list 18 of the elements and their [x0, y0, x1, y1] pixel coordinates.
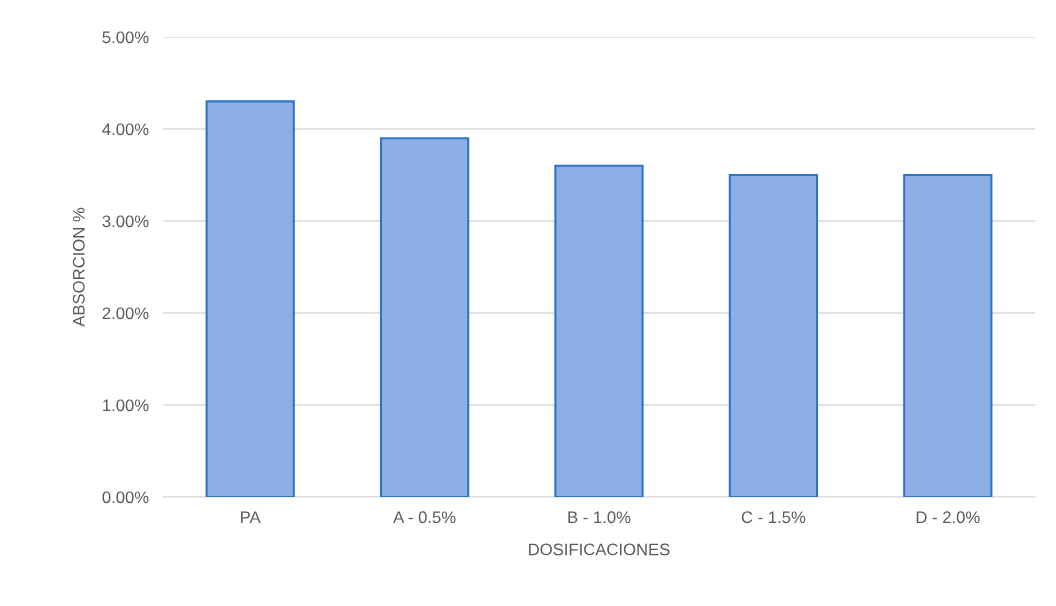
x-tick-label: D - 2.0%	[916, 511, 980, 524]
bar	[554, 164, 644, 497]
x-axis-title: DOSIFICACIONES	[529, 543, 670, 556]
x-tick-label: A - 0.5%	[393, 511, 456, 524]
x-tick-label: C - 1.5%	[741, 511, 806, 524]
bar	[728, 173, 819, 497]
bar	[903, 173, 993, 497]
y-tick-label: 2.00%	[102, 307, 149, 320]
bar	[205, 100, 295, 497]
x-tick-label: B - 1.0%	[568, 511, 631, 524]
bar	[379, 137, 470, 497]
y-tick-label: 3.00%	[102, 215, 149, 228]
x-tick-label: PA	[241, 511, 261, 523]
y-tick-label: 5.00%	[102, 31, 149, 44]
y-tick-label: 0.00%	[102, 491, 149, 504]
y-tick-label: 4.00%	[102, 123, 149, 136]
y-tick-label: 1.00%	[103, 399, 149, 412]
y-axis-title: ABSORCION %	[72, 207, 85, 327]
